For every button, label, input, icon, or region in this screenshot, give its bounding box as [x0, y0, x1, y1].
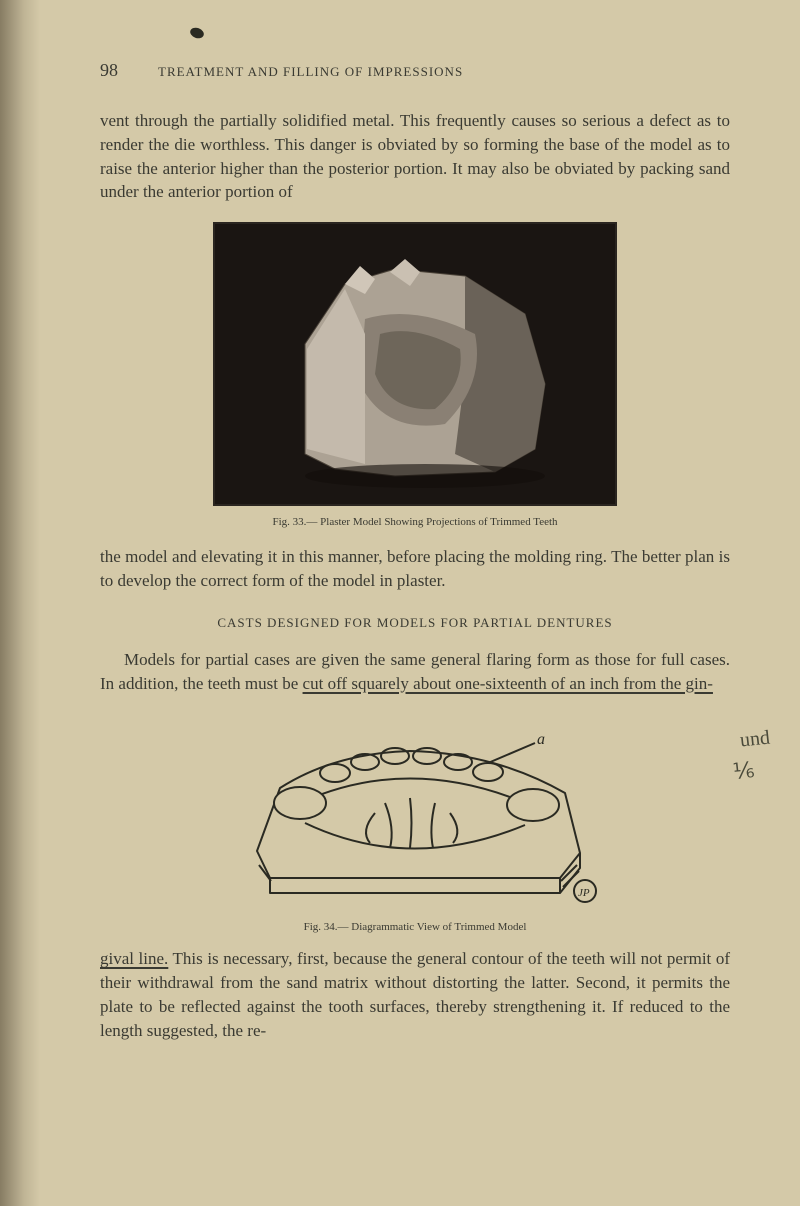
diagram-label-a: a	[537, 731, 545, 749]
paragraph-4-underlined: gival line.	[100, 949, 168, 968]
handwritten-margin-note-2: ⅙	[731, 757, 755, 785]
page-number: 98	[100, 60, 118, 81]
figure-33-photo	[213, 222, 617, 506]
paragraph-2: the model and elevating it in this manne…	[100, 545, 730, 593]
book-spine-shadow	[0, 0, 40, 1206]
trimmed-model-diagram: JP	[185, 713, 645, 913]
svg-text:JP: JP	[578, 887, 590, 899]
paragraph-1: vent through the partially solidified me…	[100, 109, 730, 204]
figure-34: JP a	[185, 713, 645, 913]
book-page: 98 TREATMENT AND FILLING OF IMPRESSIONS …	[0, 0, 800, 1095]
plaster-model-photo	[215, 224, 615, 504]
paragraph-3-underlined: cut off squarely about one-sixteenth of …	[303, 674, 713, 693]
figure-33: Fig. 33.— Plaster Model Showing Projecti…	[100, 222, 730, 528]
figure-33-caption: Fig. 33.— Plaster Model Showing Projecti…	[100, 516, 730, 528]
handwritten-margin-note-1: und	[739, 726, 771, 752]
page-header: 98 TREATMENT AND FILLING OF IMPRESSIONS	[100, 60, 730, 81]
paragraph-3: Models for partial cases are given the s…	[100, 648, 730, 696]
paragraph-4: gival line. This is necessary, first, be…	[100, 947, 730, 1042]
figure-34-caption: Fig. 34.— Diagrammatic View of Trimmed M…	[100, 921, 730, 933]
section-heading: CASTS DESIGNED FOR MODELS FOR PARTIAL DE…	[100, 615, 730, 631]
paragraph-4-text: This is necessary, first, because the ge…	[100, 949, 730, 1039]
running-head: TREATMENT AND FILLING OF IMPRESSIONS	[158, 64, 463, 80]
